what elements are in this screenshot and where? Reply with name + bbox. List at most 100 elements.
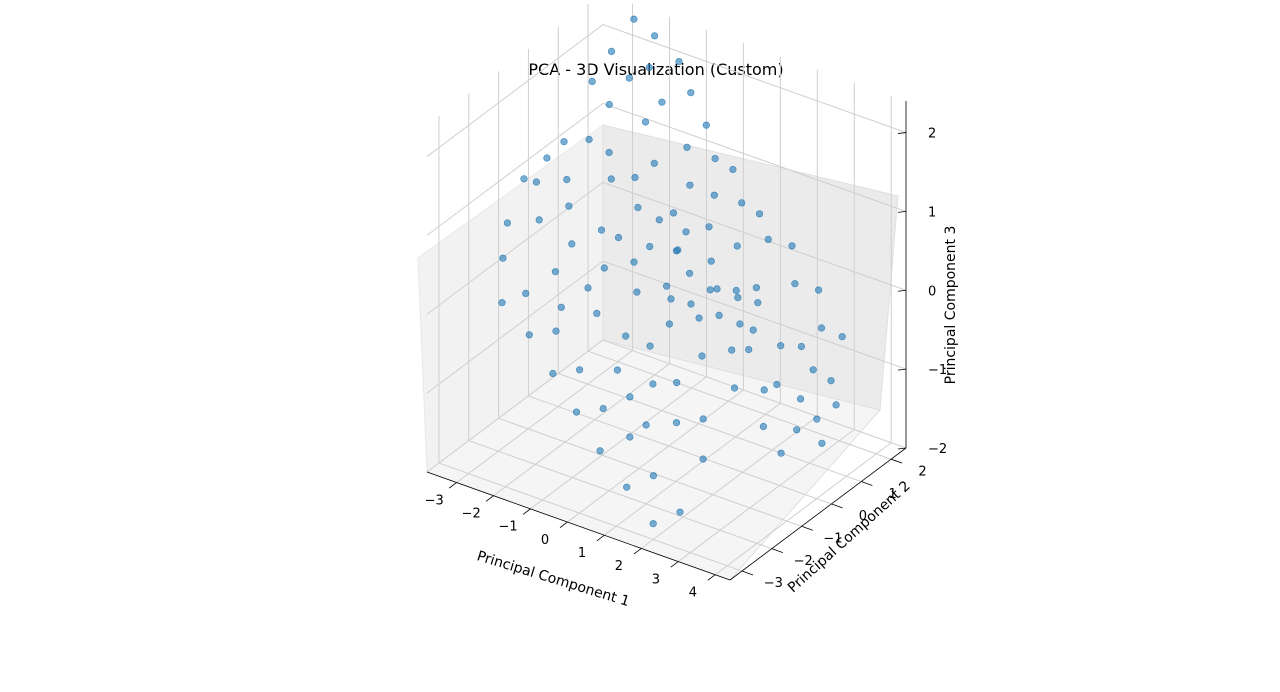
scatter-point (759, 422, 768, 431)
scatter-point (711, 155, 719, 163)
scatter-point (525, 331, 533, 339)
scatter-point (522, 289, 530, 298)
scatter-point (498, 299, 506, 307)
scatter-point (706, 286, 714, 294)
y-tick-mark-0 (741, 570, 754, 576)
y-tick-mark-1 (771, 548, 783, 554)
scatter-point (662, 282, 671, 290)
x-tick-label-6: 3 (652, 572, 660, 587)
scatter-point (695, 314, 703, 322)
scatter-point (673, 379, 681, 387)
scatter-point (682, 228, 690, 236)
scatter-point (669, 209, 678, 217)
scatter-point (687, 300, 695, 308)
scatter-point (614, 233, 623, 242)
scatter-point (672, 247, 681, 255)
scatter-point (760, 386, 768, 394)
scatter-point (687, 89, 695, 97)
scatter-point (565, 202, 573, 210)
x-tick-mark-5 (633, 548, 642, 555)
scatter-point (738, 199, 746, 207)
scatter-point (736, 320, 744, 328)
scatter-point (754, 299, 762, 307)
z-tick-label-2: 0 (928, 284, 936, 299)
scatter-point (607, 47, 616, 56)
z-axis-label: Principal Component 3 (943, 226, 959, 385)
scatter-point (607, 175, 615, 183)
scatter-point (764, 235, 772, 243)
scatter-point (676, 508, 684, 516)
scatter-point (672, 419, 681, 427)
scatter-point (699, 455, 707, 463)
z-tick-label-3: 1 (928, 205, 936, 220)
scatter-point (699, 415, 707, 423)
scatter-point (749, 326, 757, 334)
scatter-points (498, 15, 846, 528)
scatter-point (818, 439, 826, 447)
y-tick-label-0: −3 (764, 576, 783, 591)
scatter-point (777, 342, 785, 350)
scatter-point (645, 63, 653, 72)
scatter-point (675, 57, 683, 66)
scatter-point (597, 226, 606, 234)
z-gridline-3 (426, 102, 907, 236)
x-tick-mark-7 (707, 574, 716, 581)
scatter-point (791, 280, 799, 288)
scatter-point (730, 384, 739, 392)
scatter-point (551, 268, 560, 276)
scatter-point (686, 181, 694, 189)
scatter-point (535, 216, 543, 224)
scatter-point (634, 203, 642, 212)
scatter-point (649, 472, 658, 480)
z-tick-mark-2 (897, 289, 907, 292)
scatter-point (633, 288, 641, 296)
scatter-point (568, 240, 576, 248)
scatter-point (605, 100, 613, 109)
scatter-point (557, 303, 565, 311)
scatter-point (650, 159, 658, 167)
y-tick-label-4: 1 (889, 487, 897, 502)
y-tick-mark-2 (801, 525, 813, 531)
scatter-point (560, 138, 568, 146)
scatter-point (641, 118, 650, 126)
scatter-point (832, 401, 840, 409)
x-tick-label-7: 4 (689, 586, 697, 601)
chart-title: PCA - 3D Visualization (Custom) (528, 60, 783, 79)
z-tick-mark-3 (897, 211, 907, 213)
scatter-point (649, 520, 657, 528)
scatter-point (809, 366, 817, 374)
scatter-point (613, 366, 622, 374)
scatter-point (734, 294, 742, 302)
z-tick-mark-4 (897, 132, 907, 134)
scatter-point (788, 242, 796, 250)
scatter-point (599, 404, 607, 413)
y-tick-mark-4 (861, 481, 873, 486)
y-axis-line (729, 447, 907, 581)
x-tick-mark-4 (596, 534, 605, 542)
scatter-point (698, 352, 706, 360)
scatter-point (729, 165, 737, 174)
scatter-point (630, 15, 638, 23)
scatter-point (705, 223, 713, 231)
scatter-point (650, 32, 659, 40)
scatter-point (732, 286, 740, 295)
scatter-point (773, 380, 781, 389)
z-tick-label-1: −1 (928, 363, 947, 378)
scatter-point (793, 426, 801, 434)
z-tick-mark-1 (897, 368, 907, 371)
y-tick-mark-3 (831, 503, 843, 509)
scatter-point (503, 219, 512, 227)
scatter-point (520, 175, 528, 183)
scatter-point (733, 242, 741, 250)
z-tick-mark-0 (897, 447, 907, 450)
scatter-point (572, 408, 581, 416)
scatter-point (631, 173, 639, 182)
x-tick-mark-6 (670, 561, 679, 568)
scatter-point (549, 369, 557, 378)
x-tick-mark-3 (559, 521, 568, 528)
scatter-point (827, 377, 835, 385)
x-tick-label-4: 1 (578, 546, 586, 561)
scatter-point (596, 447, 604, 455)
